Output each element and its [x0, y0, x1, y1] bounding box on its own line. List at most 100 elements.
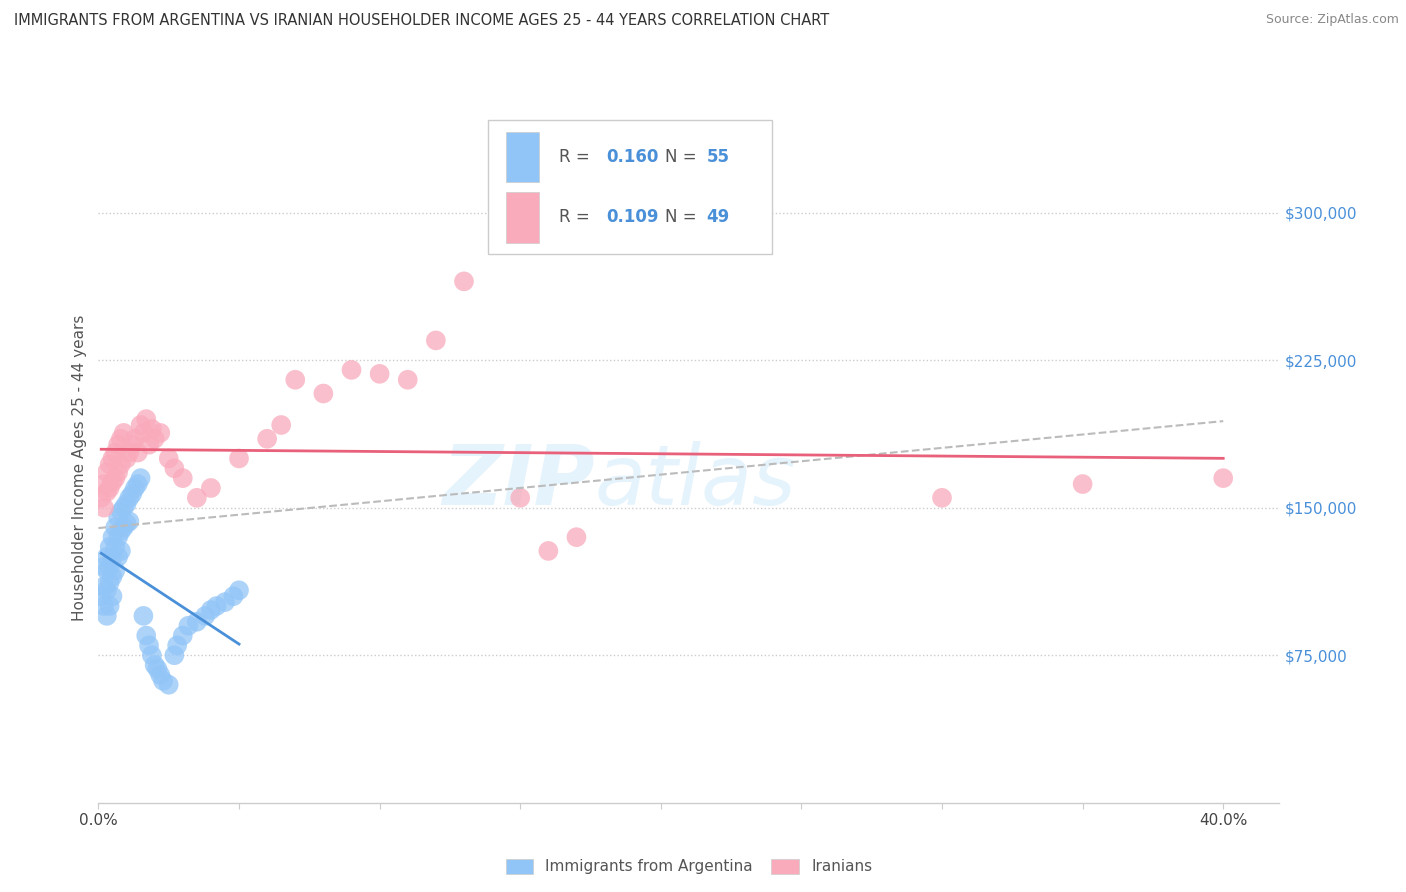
Point: [194, 608, 217, 623]
Point: [98, 559, 121, 574]
Point: [93, 599, 115, 613]
Point: [143, 432, 166, 446]
Point: [368, 367, 391, 381]
Point: [104, 445, 127, 459]
Point: [107, 530, 129, 544]
Point: [98, 599, 121, 613]
Point: [228, 583, 250, 598]
Point: [157, 678, 180, 692]
Point: [96, 484, 118, 499]
Point: [98, 481, 121, 495]
Point: [93, 477, 115, 491]
Point: [98, 540, 121, 554]
Point: [115, 497, 138, 511]
FancyBboxPatch shape: [488, 120, 772, 254]
Point: [107, 438, 129, 452]
Point: [129, 471, 152, 485]
Point: [177, 618, 200, 632]
Point: [118, 491, 141, 505]
Point: [118, 445, 141, 459]
Point: [110, 505, 132, 519]
Point: [115, 451, 138, 466]
Text: R =: R =: [560, 209, 595, 227]
Point: [200, 481, 222, 495]
Point: [96, 583, 118, 598]
Point: [152, 673, 174, 688]
FancyBboxPatch shape: [506, 193, 538, 243]
Text: ZIP: ZIP: [441, 442, 595, 522]
Point: [127, 445, 149, 459]
Point: [1071, 477, 1094, 491]
Point: [121, 487, 143, 501]
Point: [172, 628, 194, 642]
Point: [112, 520, 135, 534]
Point: [112, 425, 135, 440]
Point: [453, 274, 475, 288]
Point: [143, 658, 166, 673]
Point: [118, 515, 141, 529]
Point: [214, 595, 236, 609]
Point: [129, 417, 152, 432]
Point: [146, 662, 169, 676]
Legend: Immigrants from Argentina, Iranians: Immigrants from Argentina, Iranians: [498, 851, 880, 882]
Point: [101, 530, 124, 544]
Point: [101, 475, 124, 489]
Point: [101, 549, 124, 564]
Point: [112, 500, 135, 515]
Point: [107, 465, 129, 479]
Point: [186, 491, 208, 505]
Point: [163, 648, 186, 663]
Point: [90, 491, 112, 505]
Point: [200, 603, 222, 617]
Text: IMMIGRANTS FROM ARGENTINA VS IRANIAN HOUSEHOLDER INCOME AGES 25 - 44 YEARS CORRE: IMMIGRANTS FROM ARGENTINA VS IRANIAN HOU…: [14, 13, 830, 29]
Text: R =: R =: [560, 148, 595, 166]
Point: [110, 544, 132, 558]
Point: [101, 589, 124, 603]
Point: [127, 477, 149, 491]
Point: [104, 540, 127, 554]
Point: [96, 564, 118, 578]
Y-axis label: Householder Income Ages 25 - 44 years: Householder Income Ages 25 - 44 years: [72, 315, 87, 622]
Point: [124, 432, 146, 446]
Point: [228, 451, 250, 466]
Point: [270, 417, 292, 432]
Point: [101, 451, 124, 466]
Point: [96, 549, 118, 564]
Point: [138, 639, 160, 653]
Point: [509, 491, 531, 505]
Point: [104, 471, 127, 485]
Text: N =: N =: [665, 148, 702, 166]
Text: N =: N =: [665, 209, 702, 227]
Point: [93, 500, 115, 515]
Point: [166, 639, 188, 653]
Point: [90, 589, 112, 603]
Point: [110, 458, 132, 472]
Point: [396, 373, 419, 387]
Point: [931, 491, 953, 505]
Point: [101, 569, 124, 583]
Point: [98, 458, 121, 472]
Point: [149, 425, 172, 440]
Point: [141, 422, 163, 436]
Text: 49: 49: [707, 209, 730, 227]
Point: [104, 564, 127, 578]
Point: [132, 608, 155, 623]
Point: [1212, 471, 1234, 485]
Point: [340, 363, 363, 377]
Text: 0.160: 0.160: [606, 148, 658, 166]
Point: [98, 575, 121, 590]
Point: [284, 373, 307, 387]
Point: [107, 549, 129, 564]
Point: [186, 615, 208, 629]
Text: 55: 55: [707, 148, 730, 166]
Point: [124, 481, 146, 495]
Point: [138, 438, 160, 452]
Point: [149, 668, 172, 682]
Point: [537, 544, 560, 558]
Point: [110, 432, 132, 446]
Point: [256, 432, 278, 446]
Point: [132, 425, 155, 440]
Point: [312, 386, 335, 401]
Point: [157, 451, 180, 466]
Point: [93, 579, 115, 593]
